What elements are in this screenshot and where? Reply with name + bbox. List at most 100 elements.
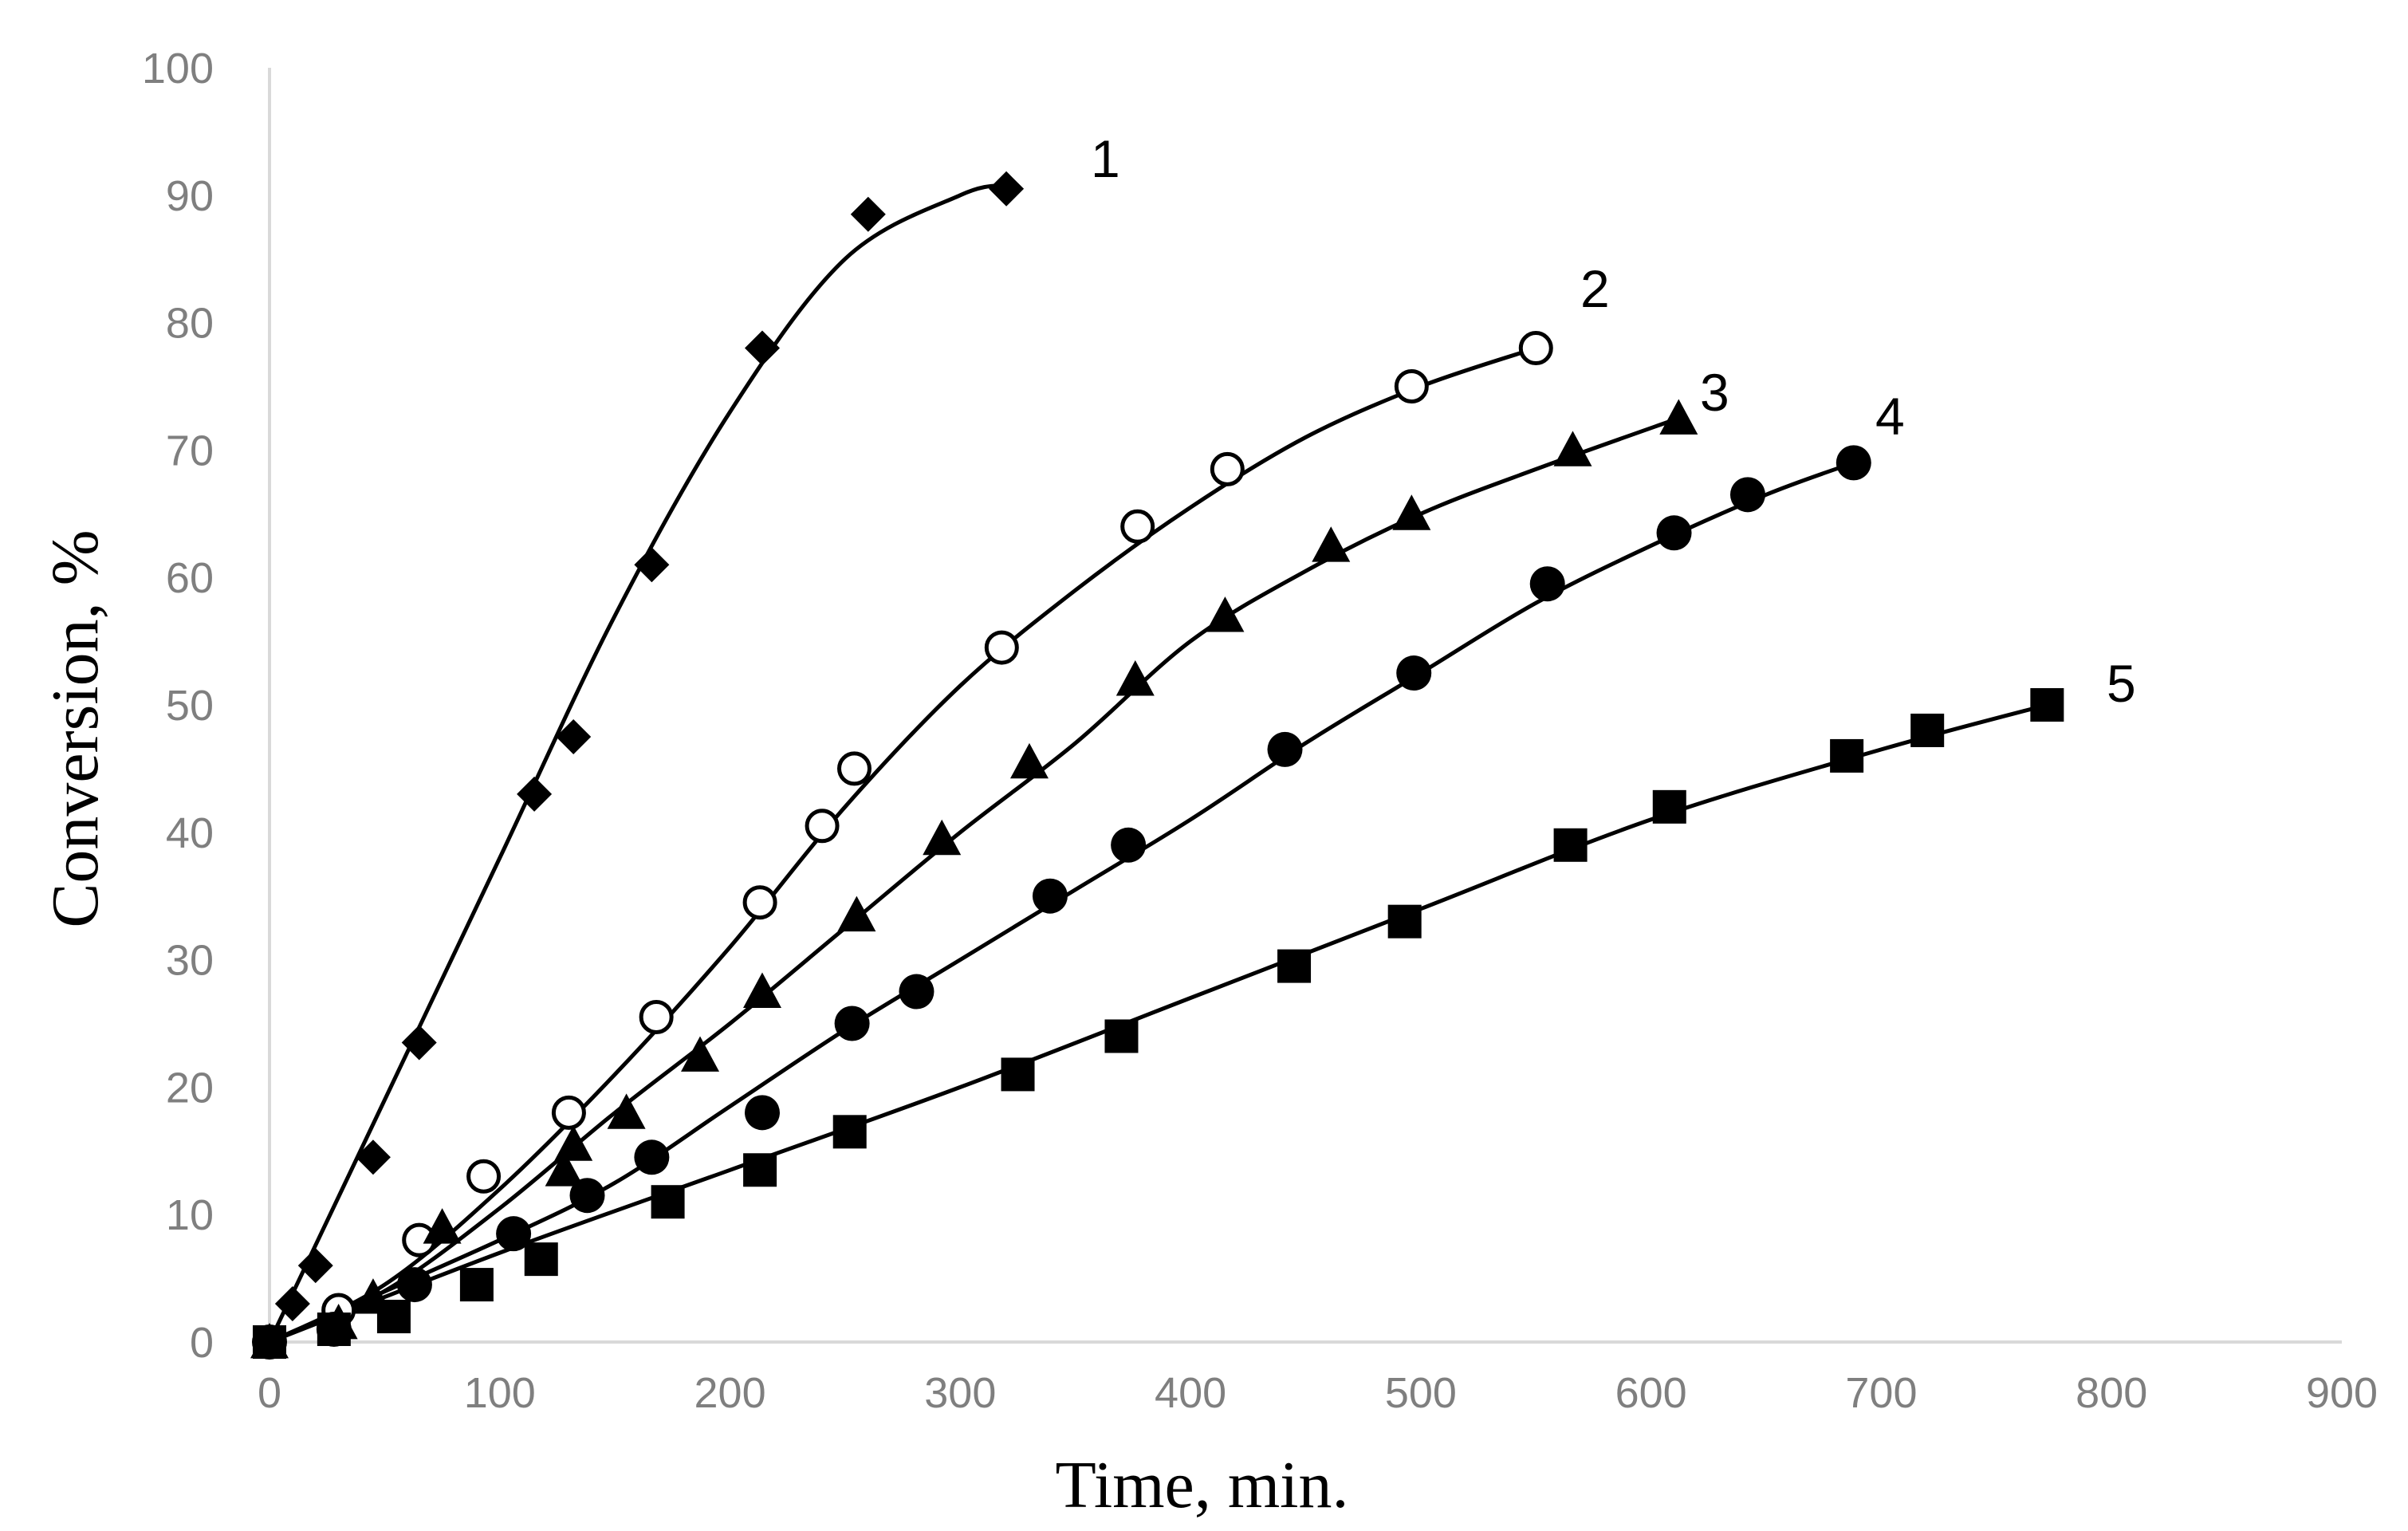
data-point: [1009, 742, 1049, 779]
data-point: [459, 1268, 494, 1302]
series-label-4: 4: [1875, 387, 1905, 446]
data-point: [1210, 451, 1245, 486]
series-labels: 1 2 3 4 5: [1091, 129, 2136, 713]
series-label-2: 2: [1580, 259, 1610, 318]
data-point: [517, 776, 553, 812]
data-point: [1312, 526, 1351, 562]
data-point: [639, 1000, 674, 1035]
data-point: [1553, 828, 1588, 862]
x-tick-label: 400: [1155, 1369, 1226, 1417]
axes: [268, 68, 2342, 1344]
data-point: [1518, 331, 1553, 366]
data-point: [837, 895, 876, 932]
markers-series-5: [253, 688, 2064, 1359]
data-point: [681, 1036, 720, 1072]
data-point: [1115, 660, 1155, 696]
x-tick-label: 700: [1845, 1369, 1917, 1417]
y-tick-label: 0: [190, 1319, 214, 1367]
x-tick-label: 100: [464, 1369, 536, 1417]
data-point: [742, 885, 777, 920]
data-point: [1120, 509, 1155, 544]
data-point: [1652, 789, 1686, 824]
series-label-3: 3: [1700, 363, 1729, 422]
data-point: [274, 1286, 310, 1322]
data-point: [744, 1095, 780, 1131]
data-point: [569, 1178, 605, 1214]
x-tick-label: 0: [258, 1369, 281, 1417]
fit-curve-series-3: [268, 416, 1680, 1344]
data-point: [376, 1300, 411, 1334]
data-point: [899, 974, 934, 1010]
markers-series-3: [250, 399, 1698, 1359]
data-point: [1394, 369, 1429, 403]
series-label-1: 1: [1091, 129, 1120, 188]
data-markers: [250, 171, 2064, 1360]
x-tick-label: 600: [1615, 1369, 1687, 1417]
data-point: [744, 330, 780, 366]
y-tick-label: 60: [166, 554, 214, 602]
y-tick-label: 10: [166, 1191, 214, 1239]
data-point: [297, 1248, 333, 1284]
data-point: [1277, 949, 1312, 983]
data-point: [1392, 494, 1431, 530]
data-point: [1659, 399, 1698, 435]
y-tick-label: 40: [166, 809, 214, 857]
fit-curve-series-4: [268, 461, 1855, 1344]
data-point: [1830, 738, 1864, 773]
data-point: [545, 1151, 584, 1187]
data-point: [1206, 596, 1245, 632]
data-point: [2030, 688, 2064, 722]
data-point: [1396, 655, 1432, 691]
data-point: [984, 630, 1019, 665]
y-tick-label: 70: [166, 427, 214, 474]
data-point: [1001, 1057, 1035, 1092]
y-tick-label: 80: [166, 300, 214, 348]
data-point: [401, 1025, 437, 1061]
data-point: [355, 1139, 391, 1175]
data-point: [1104, 1019, 1139, 1053]
data-point: [634, 1139, 670, 1175]
data-point: [651, 1185, 685, 1219]
data-point: [1387, 904, 1422, 939]
data-point: [524, 1242, 558, 1277]
data-point: [1656, 515, 1692, 551]
fit-curves: [267, 183, 2048, 1344]
y-tick-label: 50: [166, 682, 214, 730]
data-point: [805, 809, 840, 844]
data-point: [496, 1216, 532, 1252]
y-tick-label: 20: [166, 1064, 214, 1112]
data-point: [396, 1267, 432, 1303]
data-point: [989, 171, 1025, 207]
x-axis-title: Time, min.: [1056, 1448, 1349, 1522]
data-point: [1111, 827, 1147, 863]
fit-curve-series-1: [267, 183, 1007, 1344]
data-point: [551, 1095, 586, 1130]
series-label-5: 5: [2107, 654, 2136, 713]
data-point: [634, 547, 670, 583]
data-point: [1910, 713, 1945, 747]
data-point: [556, 718, 592, 754]
fit-curve-series-5: [269, 703, 2048, 1344]
data-point: [423, 1208, 462, 1244]
data-point: [1729, 477, 1765, 513]
data-point: [850, 196, 886, 232]
data-point: [836, 751, 872, 786]
markers-series-1: [252, 171, 1025, 1360]
x-tick-labels: 0 100 200 300 400 500 600 700 800 900: [258, 1369, 2378, 1417]
data-point: [743, 1153, 777, 1187]
data-point: [1553, 431, 1592, 466]
y-tick-label: 100: [142, 45, 214, 92]
data-point: [554, 1125, 593, 1161]
data-point: [466, 1159, 502, 1194]
data-point: [834, 1006, 870, 1041]
x-tick-label: 200: [694, 1369, 766, 1417]
x-tick-label: 800: [2076, 1369, 2147, 1417]
x-tick-label: 300: [924, 1369, 996, 1417]
data-point: [1836, 445, 1871, 481]
data-point: [607, 1093, 646, 1129]
data-point: [1032, 878, 1068, 914]
data-point: [253, 1325, 286, 1359]
y-tick-labels: 0 10 20 30 40 50 60 70 80 90 100: [142, 45, 214, 1367]
data-point: [923, 819, 962, 856]
